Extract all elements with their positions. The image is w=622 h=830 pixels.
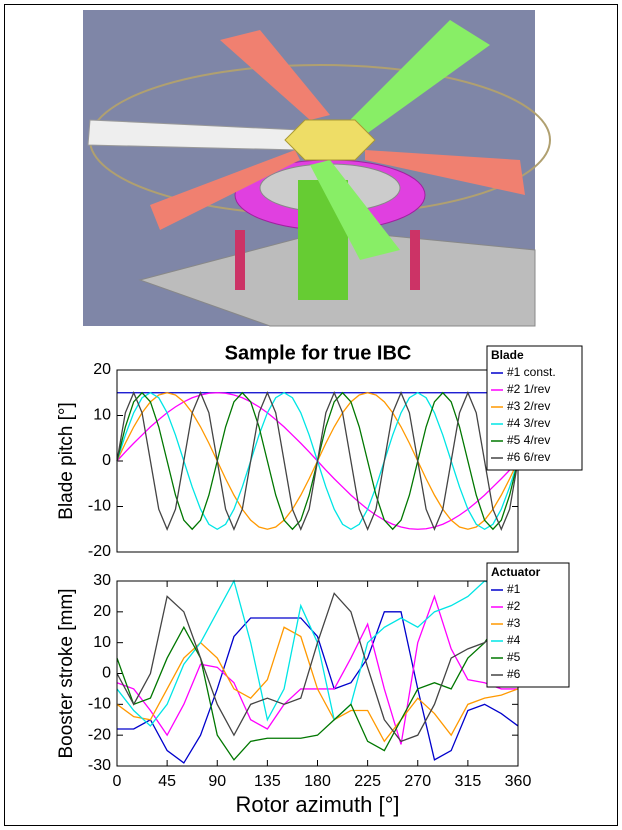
x-tick-label: 45 [158,773,176,790]
legend-box [486,562,570,688]
x-axis-label: Rotor azimuth [°] [235,792,399,817]
y-tick-label: 30 [93,572,111,589]
y-tick-label: -20 [88,726,111,743]
y-tick-label: 20 [93,361,111,378]
series-line [117,611,519,764]
legend-label: #6 6/rev [507,450,550,464]
legend-title: Blade [491,348,524,362]
legend-label: #6 [507,667,521,681]
y-tick-label: 20 [93,603,111,620]
legend-label: #1 [507,582,521,596]
legend-label: #4 [507,633,521,647]
x-tick-label: 315 [455,773,482,790]
y-tick-label: 10 [93,634,111,651]
legend-label: #5 [507,650,521,664]
legend-label: #4 3/rev [507,416,550,430]
legend-box [486,345,583,471]
legend-label: #3 [507,616,521,630]
y-tick-label: 0 [102,665,111,682]
legend-title: Actuator [491,565,541,579]
y-axis-label: Blade pitch [°] [56,402,77,519]
legend-label: #2 1/rev [507,382,550,396]
chart-title: Sample for true IBC [225,342,412,364]
x-tick-label: 270 [404,773,431,790]
x-tick-label: 180 [304,773,331,790]
y-tick-label: -10 [88,696,111,713]
legend-label: #2 [507,599,521,613]
y-tick-label: 10 [93,407,111,424]
y-tick-label: 0 [102,452,111,469]
series-line [116,626,519,743]
y-tick-label: -20 [88,543,111,560]
series-line [116,592,519,743]
x-tick-label: 225 [354,773,381,790]
series-line [116,586,519,761]
legend-label: #5 4/rev [507,433,550,447]
y-tick-label: -30 [88,757,111,774]
x-tick-label: 90 [208,773,226,790]
x-tick-label: 360 [505,773,532,790]
rotor-render [83,10,551,327]
y-axis-label: Booster stroke [mm] [56,589,77,759]
y-tick-label: -10 [88,498,111,515]
x-tick-label: 0 [113,773,122,790]
x-tick-label: 135 [254,773,281,790]
legend-label: #1 const. [507,365,556,379]
series-line [116,391,519,531]
legend-label: #3 2/rev [507,399,550,413]
plot-area [117,581,518,766]
